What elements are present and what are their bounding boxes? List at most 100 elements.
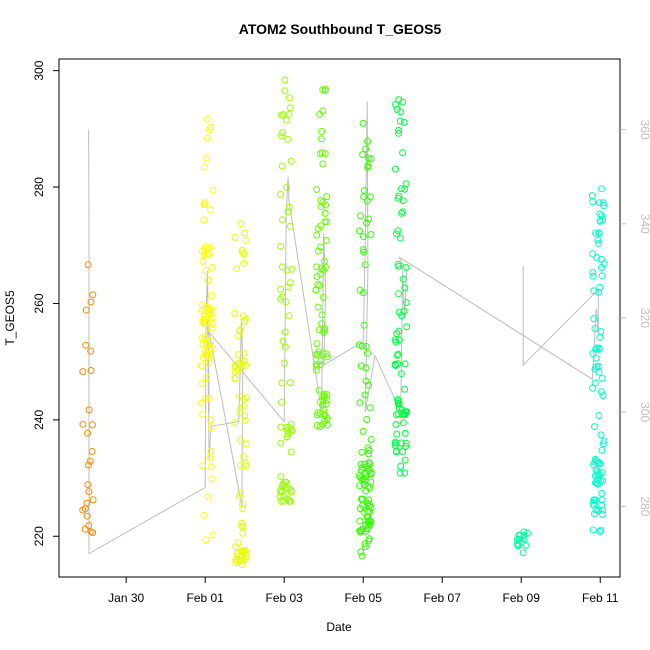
data-point — [393, 106, 401, 113]
data-point — [199, 354, 207, 362]
data-point — [322, 236, 330, 244]
data-point — [399, 275, 407, 283]
data-point — [284, 135, 292, 143]
data-point — [524, 529, 531, 537]
data-point — [240, 402, 248, 410]
data-point — [89, 421, 96, 429]
data-point — [599, 199, 607, 207]
data-point — [599, 510, 606, 518]
data-point — [591, 379, 599, 387]
data-point — [316, 150, 324, 158]
data-point — [242, 440, 250, 448]
data-point — [320, 417, 328, 425]
data-point — [87, 298, 95, 306]
data-point — [359, 427, 367, 435]
data-point — [393, 330, 401, 338]
data-point — [203, 374, 210, 382]
data-point — [402, 439, 410, 447]
data-point — [285, 203, 293, 211]
data-point — [596, 217, 604, 225]
data-point — [598, 185, 605, 193]
data-point — [240, 229, 248, 237]
data-point — [83, 512, 91, 520]
data-point — [401, 429, 409, 437]
data-point — [357, 548, 365, 556]
data-point — [231, 419, 239, 427]
data-point — [398, 209, 406, 217]
data-point — [239, 312, 247, 320]
data-point — [281, 328, 289, 336]
data-point — [317, 135, 325, 143]
data-point — [315, 386, 323, 394]
data-point — [401, 385, 409, 393]
data-point — [199, 257, 207, 265]
data-point — [394, 350, 402, 358]
data-point — [282, 116, 290, 124]
y-tick-label: 220 — [32, 526, 46, 546]
data-point — [402, 443, 409, 450]
data-point — [366, 460, 374, 468]
data-point — [318, 127, 326, 135]
data-point — [282, 478, 290, 486]
data-point — [600, 437, 608, 445]
data-point — [392, 100, 400, 108]
data-point — [399, 419, 407, 427]
x-tick-label: Feb 05 — [345, 591, 383, 605]
data-point — [89, 291, 97, 299]
data-point — [202, 395, 210, 402]
data-point — [319, 107, 327, 115]
data-point — [239, 360, 247, 368]
data-point — [203, 154, 211, 162]
data-point — [595, 288, 603, 296]
data-point — [199, 462, 207, 470]
data-point — [393, 351, 401, 359]
data-point — [316, 423, 324, 431]
data-point — [286, 379, 294, 387]
data-point — [239, 523, 247, 531]
data-point — [84, 261, 92, 269]
data-point — [236, 493, 243, 501]
data-point — [314, 303, 322, 311]
data-point — [200, 512, 208, 519]
data-point — [207, 123, 215, 131]
data-point — [320, 410, 328, 418]
data-point — [392, 165, 399, 173]
y2-tick-label: 300 — [638, 402, 650, 422]
data-point — [278, 132, 285, 140]
data-point — [204, 135, 211, 142]
data-point — [279, 293, 287, 301]
data-point — [231, 309, 239, 317]
data-point — [367, 436, 375, 443]
y2-tick-label: 360 — [638, 120, 650, 140]
data-point — [596, 210, 604, 218]
data-point — [285, 312, 293, 320]
data-point — [597, 431, 605, 439]
data-point — [402, 299, 410, 306]
data-point — [393, 430, 401, 438]
data-point — [242, 462, 250, 470]
data-point — [589, 250, 597, 258]
data-point — [397, 462, 405, 470]
data-point — [596, 527, 604, 535]
data-point — [365, 215, 372, 223]
data-point — [287, 157, 295, 165]
data-point — [594, 236, 602, 244]
axes-layer: Jan 30 Feb 01 Feb 03 Feb 05 Feb 07 Feb 09 Feb … — [32, 60, 650, 605]
data-point — [320, 326, 328, 334]
data-point — [202, 536, 210, 544]
data-point — [591, 510, 598, 518]
data-point — [516, 531, 524, 539]
data-point — [79, 420, 87, 428]
data-point — [243, 394, 251, 402]
data-point — [201, 243, 209, 251]
data-point — [591, 497, 598, 505]
data-point — [319, 160, 327, 168]
data-point — [395, 126, 403, 134]
data-point — [317, 203, 325, 211]
x-tick-label: Jan 30 — [108, 591, 144, 605]
data-point — [392, 439, 400, 447]
data-point — [514, 542, 522, 550]
data-point — [207, 206, 214, 214]
data-point — [589, 268, 597, 276]
